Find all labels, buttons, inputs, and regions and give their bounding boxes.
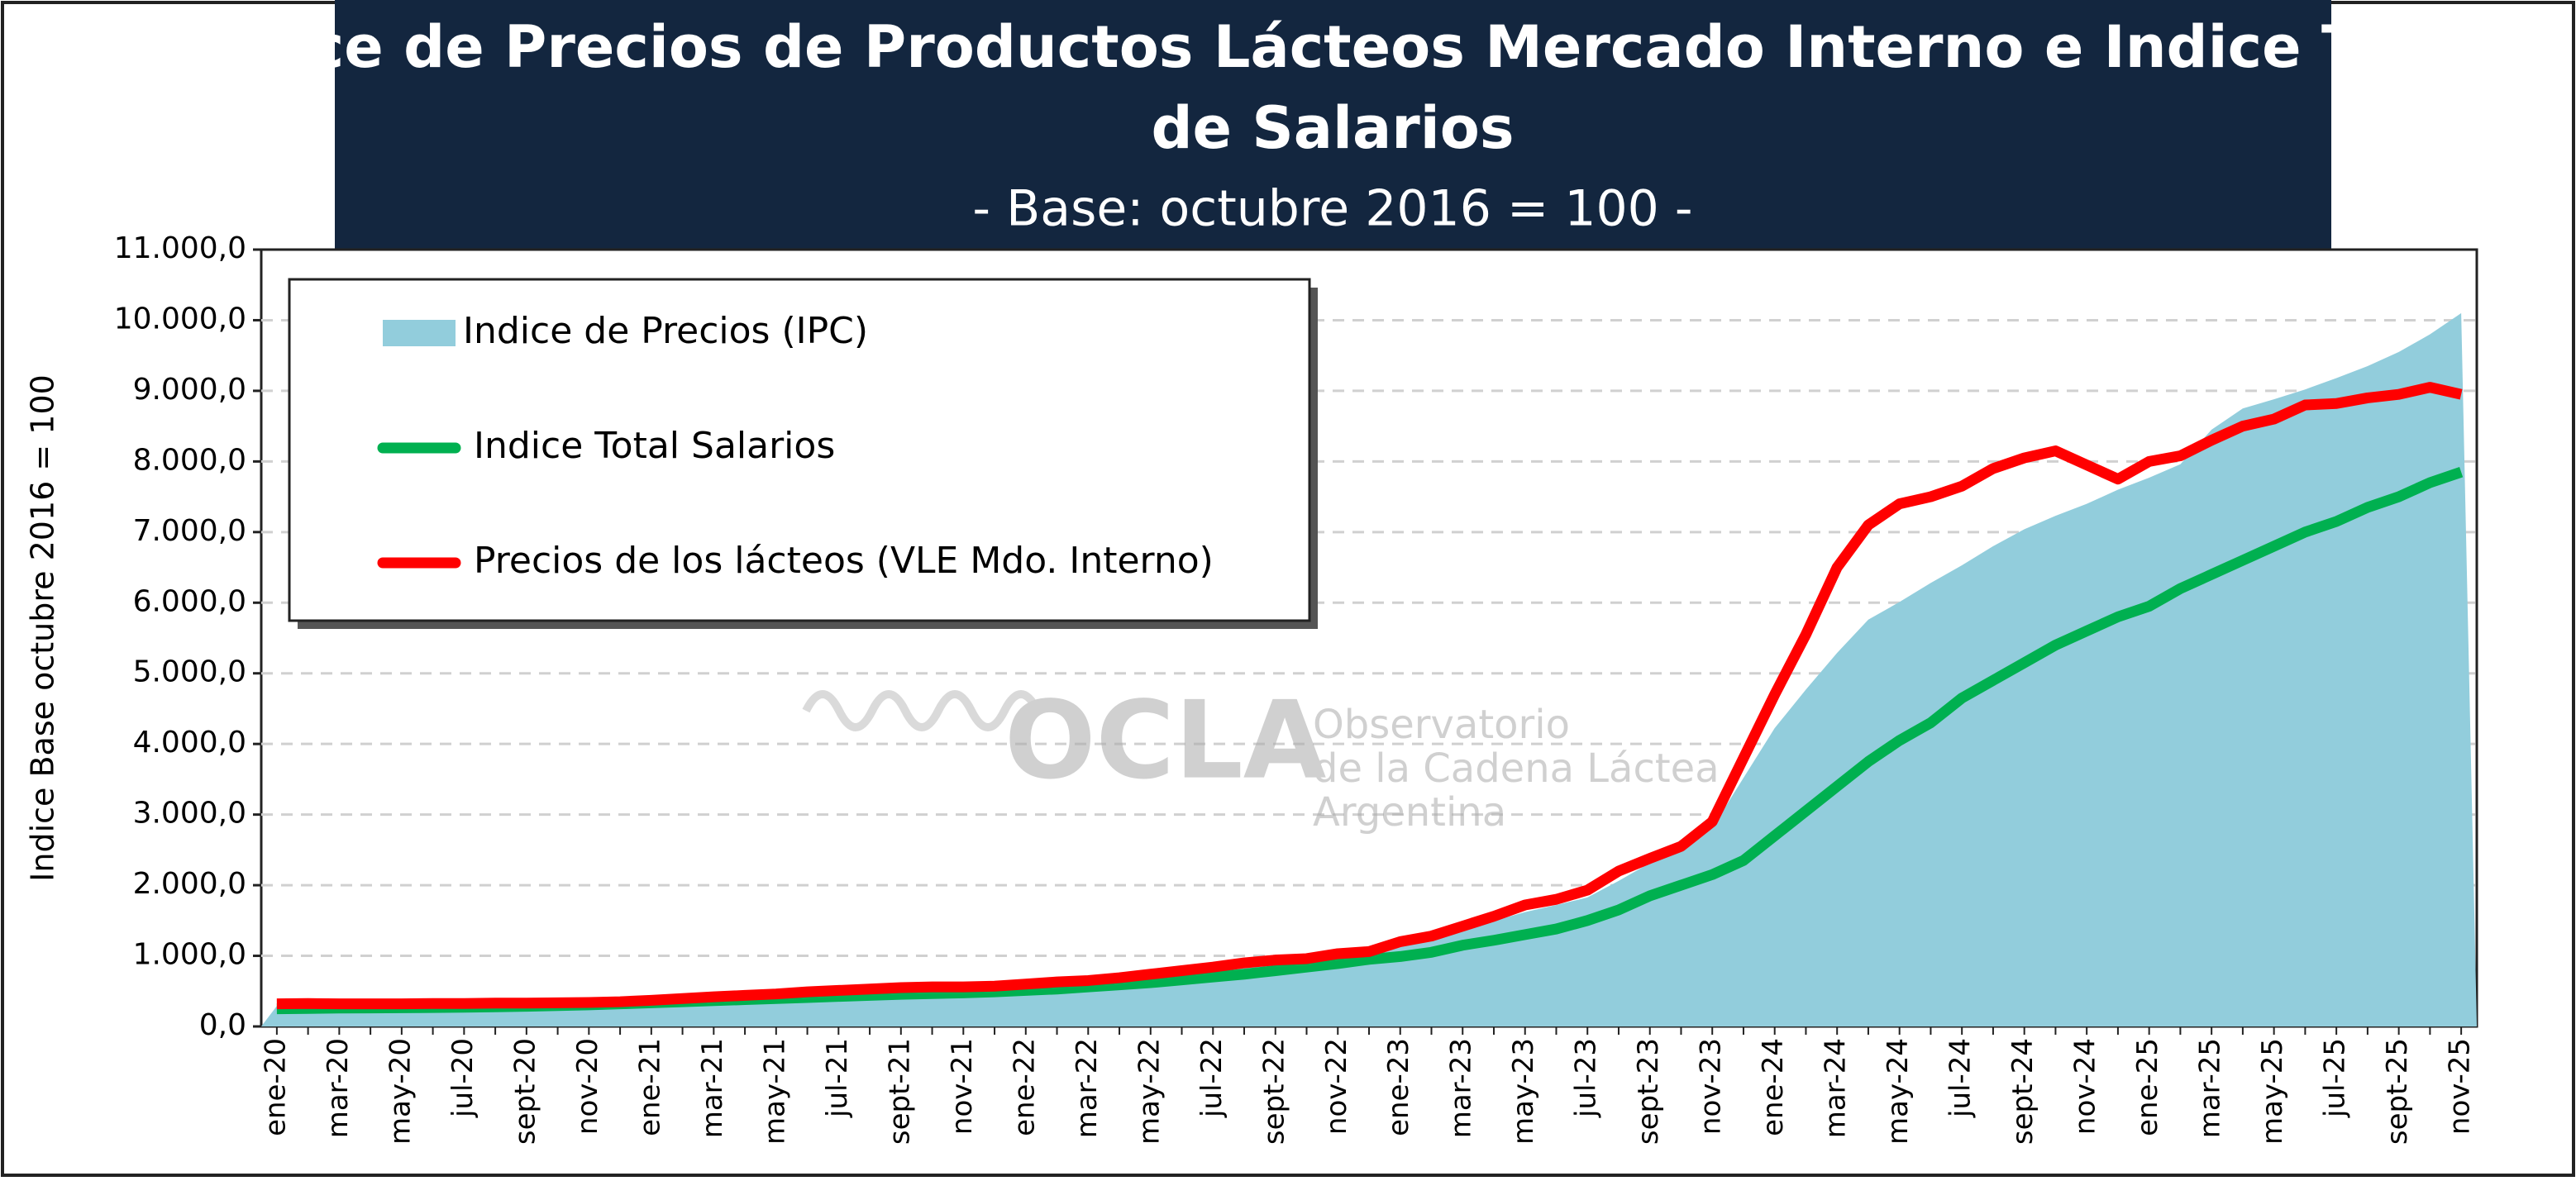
- y-tick-label: 4.000,0: [133, 726, 246, 760]
- x-tick-label: sept-21: [883, 1038, 916, 1145]
- x-tick-label: sept-20: [508, 1038, 541, 1145]
- x-tick-label: mar-21: [696, 1038, 729, 1138]
- x-tick-label: jul-24: [1944, 1038, 1977, 1118]
- legend-label: Precios de los lácteos (VLE Mdo. Interno…: [474, 540, 1214, 582]
- y-tick-label: 5.000,0: [133, 655, 246, 689]
- x-tick-label: mar-24: [1820, 1038, 1853, 1138]
- y-tick-label: 0,0: [199, 1008, 246, 1042]
- x-tick-label: nov-20: [571, 1038, 604, 1135]
- x-tick-label: may-21: [758, 1038, 791, 1145]
- chart-title: de Salarios: [1151, 94, 1514, 162]
- chart-subtitle: - Base: octubre 2016 = 100 -: [972, 180, 1692, 238]
- legend-label: Indice de Precios (IPC): [463, 310, 868, 352]
- watermark-text: Argentina: [1313, 789, 1506, 836]
- y-tick-label: 1.000,0: [133, 938, 246, 972]
- x-tick-label: mar-25: [2194, 1038, 2227, 1138]
- legend-entries: Indice de Precios (IPC) Indice Total Sala…: [377, 310, 1214, 582]
- watermark-logo: [802, 690, 1042, 731]
- x-tick-label: jul-23: [1570, 1038, 1603, 1118]
- y-axis-label: Indice Base octubre 2016 = 100: [25, 374, 61, 882]
- x-tick-label: ene-21: [633, 1038, 666, 1136]
- watermark-text: de la Cadena Láctea: [1313, 745, 1720, 792]
- title-band: [335, 0, 2331, 252]
- x-tick-label: ene-23: [1382, 1038, 1415, 1136]
- watermark-text: Observatorio: [1313, 702, 1570, 748]
- x-tick-label: mar-22: [1071, 1038, 1104, 1138]
- area: [261, 312, 2477, 1027]
- y-tick-label: 8.000,0: [133, 443, 246, 477]
- x-tick-label: ene-20: [259, 1038, 292, 1136]
- legend-label: Indice Total Salarios: [474, 425, 835, 467]
- x-tick-label: nov-22: [1320, 1038, 1353, 1135]
- x-tick-label: sept-25: [2381, 1038, 2414, 1145]
- x-tick-label: jul-25: [2319, 1038, 2352, 1118]
- x-tick-label: ene-22: [1008, 1038, 1041, 1136]
- y-tick-label: 6.000,0: [133, 584, 246, 618]
- x-tick-label: may-23: [1507, 1038, 1540, 1145]
- x-tick-label: nov-21: [946, 1038, 979, 1135]
- x-tick-label: may-22: [1133, 1038, 1166, 1145]
- y-tick-label: 3.000,0: [133, 797, 246, 831]
- y-tick-label: 7.000,0: [133, 514, 246, 548]
- marks: [261, 312, 2477, 1027]
- x-tick-label: may-20: [384, 1038, 417, 1145]
- x-tick-label: nov-23: [1695, 1038, 1728, 1135]
- x-tick-label: sept-22: [1257, 1038, 1290, 1145]
- x-tick-label: sept-24: [2006, 1038, 2039, 1145]
- x-tick-label: ene-25: [2131, 1038, 2164, 1136]
- watermark-text: OCLA: [1004, 678, 1326, 803]
- x-tick-label: mar-20: [322, 1038, 355, 1138]
- x-tick-label: jul-21: [821, 1038, 854, 1118]
- y-tick-label: 2.000,0: [133, 867, 246, 901]
- chart-title: Indice de Precios de Productos Lácteos M…: [186, 13, 2479, 81]
- x-tick-label: jul-20: [446, 1038, 479, 1118]
- x-tick-label: ene-24: [1757, 1038, 1790, 1136]
- legend-swatch: [383, 320, 456, 346]
- line: [276, 382, 2463, 1010]
- y-tick-label: 9.000,0: [133, 373, 246, 407]
- x-tick-label: may-25: [2256, 1038, 2289, 1145]
- x-tick-label: nov-25: [2444, 1038, 2477, 1135]
- x-tick-label: jul-22: [1195, 1038, 1228, 1118]
- y-tick-label: 10.000,0: [114, 302, 246, 336]
- y-tick-label: 11.000,0: [114, 231, 246, 265]
- x-tick-label: nov-24: [2069, 1038, 2102, 1135]
- watermark: OCLA Observatorio de la Cadena Láctea Ar…: [802, 678, 1720, 836]
- x-tick-label: mar-23: [1445, 1038, 1478, 1138]
- x-tick-label: may-24: [1882, 1038, 1915, 1145]
- x-tick-label: sept-23: [1632, 1038, 1665, 1145]
